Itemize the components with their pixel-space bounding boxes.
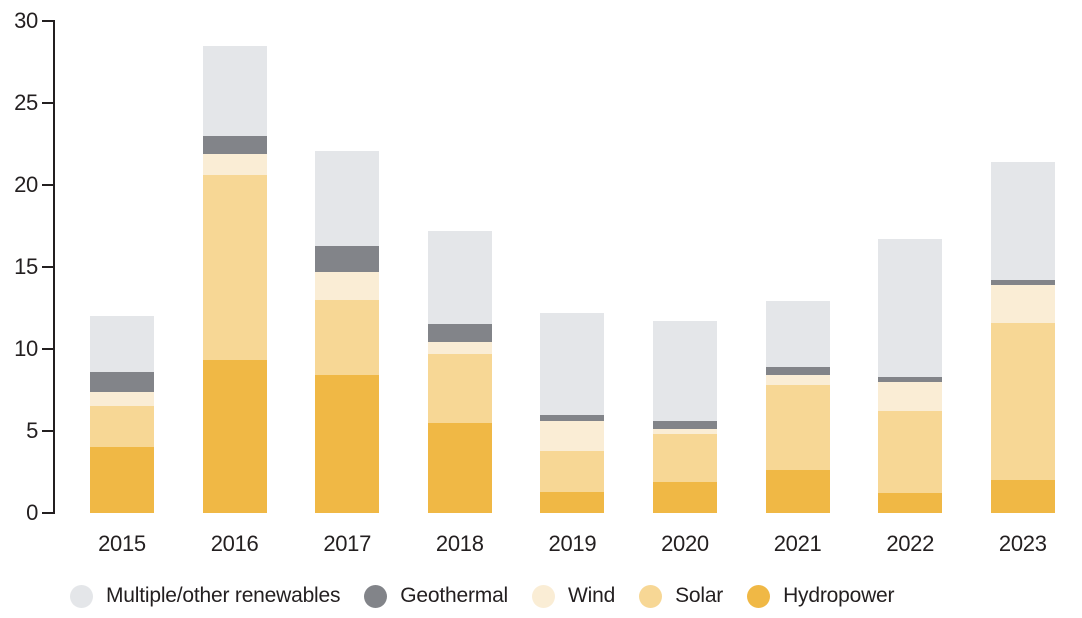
bar-segment-geothermal-2021 — [765, 367, 830, 376]
bar-segment-wind-2015 — [90, 391, 154, 407]
legend-item-solar: Solar — [639, 583, 723, 609]
x-tick-label-2021: 2021 — [773, 531, 822, 556]
bar-segment-hydropower-2022 — [878, 493, 943, 513]
legend-swatch-multiple-other-renewables-icon — [70, 584, 93, 608]
bar-segment-multiple-other-renewables-2023 — [990, 162, 1055, 281]
bar-segment-geothermal-2016 — [202, 135, 267, 154]
y-tick-label-0: 0 — [26, 500, 38, 525]
legend-label-solar: Solar — [675, 584, 724, 607]
x-tick-label-2018: 2018 — [435, 531, 484, 556]
x-tick-label-2019: 2019 — [548, 531, 597, 556]
bar-segment-solar-2022 — [878, 411, 943, 494]
bar-segment-multiple-other-renewables-2015 — [90, 316, 154, 372]
bar-segment-multiple-other-renewables-2021 — [765, 301, 830, 368]
legend-swatch-solar-icon — [639, 584, 663, 608]
bar-segment-multiple-other-renewables-2018 — [427, 230, 492, 325]
legend-label-wind: Wind — [568, 584, 616, 607]
x-tick-label-2020: 2020 — [661, 531, 709, 556]
bar-segment-solar-2016 — [202, 175, 267, 361]
y-tick-mark-25 — [42, 102, 53, 104]
x-tick-label-2022: 2022 — [886, 531, 935, 556]
x-tick-label-2016: 2016 — [210, 531, 259, 556]
y-axis-line — [53, 20, 55, 514]
legend-item-hydropower: Hydropower — [747, 583, 895, 609]
legend-item-multiple-other-renewables: Multiple/other renewables — [70, 583, 340, 609]
bar-segment-geothermal-2018 — [427, 324, 492, 343]
y-tick-label-20: 20 — [14, 172, 38, 197]
y-tick-label-30: 30 — [14, 8, 38, 33]
bar-segment-geothermal-2023 — [990, 280, 1055, 286]
bar-segment-wind-2023 — [990, 285, 1055, 323]
y-tick-mark-10 — [42, 348, 53, 350]
y-tick-mark-5 — [42, 430, 53, 432]
bar-segment-geothermal-2017 — [315, 245, 380, 272]
bar-segment-wind-2017 — [315, 271, 380, 300]
x-tick-label-2015: 2015 — [98, 531, 146, 556]
bar-segment-wind-2018 — [427, 342, 492, 354]
legend-swatch-hydropower-icon — [747, 584, 771, 608]
bar-segment-hydropower-2019 — [540, 491, 605, 513]
y-tick-label-15: 15 — [14, 254, 38, 279]
bar-segment-multiple-other-renewables-2017 — [315, 150, 380, 246]
bar-segment-solar-2017 — [315, 299, 380, 376]
bar-segment-hydropower-2017 — [315, 375, 380, 513]
y-tick-label-10: 10 — [14, 336, 38, 361]
bar-segment-solar-2019 — [540, 450, 605, 492]
legend-item-wind: Wind — [532, 583, 615, 609]
y-tick-label-25: 25 — [14, 90, 38, 115]
y-tick-label-5: 5 — [26, 418, 38, 443]
plot-area: 0 5 10 15 20 25 30 2015 2016 2017 2018 2019 2020 2021… — [14, 8, 1055, 556]
bar-segment-wind-2016 — [202, 153, 267, 176]
bar-segment-geothermal-2020 — [653, 421, 717, 430]
bar-segment-hydropower-2020 — [653, 481, 717, 513]
bar-segment-hydropower-2023 — [990, 480, 1055, 513]
legend-label-hydropower: Hydropower — [783, 584, 895, 607]
bar-segment-solar-2020 — [653, 434, 717, 482]
legend-label-geothermal: Geothermal — [400, 584, 509, 607]
bar-segment-multiple-other-renewables-2020 — [653, 321, 717, 422]
bar-segment-wind-2022 — [878, 381, 943, 412]
bar-segment-solar-2023 — [990, 322, 1055, 481]
bar-segment-wind-2021 — [765, 375, 830, 386]
bar-segment-hydropower-2015 — [90, 447, 154, 513]
y-tick-mark-15 — [42, 266, 53, 268]
bar-segment-hydropower-2021 — [765, 470, 830, 513]
y-tick-mark-30 — [42, 20, 53, 22]
bar-segment-solar-2015 — [90, 406, 154, 448]
legend-swatch-wind-icon — [532, 584, 556, 608]
bar-segment-solar-2021 — [765, 385, 830, 471]
x-tick-label-2023: 2023 — [998, 531, 1047, 556]
bar-segment-hydropower-2018 — [427, 422, 492, 513]
legend-swatch-geothermal-icon — [364, 584, 388, 608]
bar-segment-wind-2020 — [653, 429, 717, 435]
legend-item-geothermal: Geothermal — [364, 583, 508, 609]
bar-segment-multiple-other-renewables-2019 — [540, 312, 605, 415]
legend-label-multiple-other-renewables: Multiple/other renewables — [106, 584, 341, 607]
bar-segment-multiple-other-renewables-2016 — [202, 45, 267, 136]
bar-segment-geothermal-2019 — [540, 414, 605, 422]
x-tick-label-2017: 2017 — [323, 531, 372, 556]
y-tick-mark-0 — [42, 512, 53, 514]
bar-segment-geothermal-2015 — [90, 371, 154, 392]
bar-segment-multiple-other-renewables-2022 — [878, 239, 943, 377]
bar-segment-hydropower-2016 — [202, 360, 267, 513]
bar-segment-wind-2019 — [540, 421, 605, 451]
bar-segment-geothermal-2022 — [878, 376, 943, 382]
legend: Multiple/other renewables Geothermal Win… — [70, 578, 1082, 614]
bar-segment-solar-2018 — [427, 353, 492, 423]
y-tick-mark-20 — [42, 184, 53, 186]
